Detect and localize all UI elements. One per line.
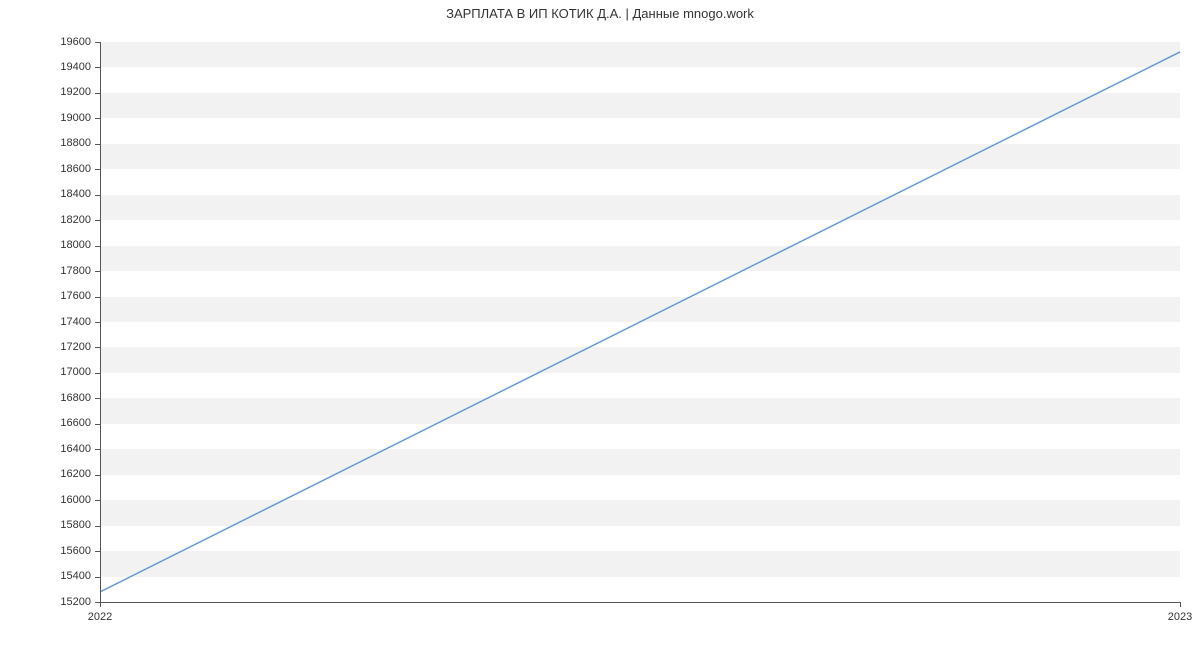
chart-title: ЗАРПЛАТА В ИП КОТИК Д.А. | Данные mnogo.… (0, 6, 1200, 21)
y-tick-label: 16200 (31, 468, 91, 480)
line-series-layer (100, 42, 1180, 602)
y-tick (95, 551, 100, 552)
y-tick-label: 16400 (31, 443, 91, 455)
y-tick (95, 271, 100, 272)
y-tick (95, 144, 100, 145)
y-tick-label: 15800 (31, 519, 91, 531)
y-tick-label: 18400 (31, 188, 91, 200)
y-tick-label: 17000 (31, 366, 91, 378)
salary-line-chart: ЗАРПЛАТА В ИП КОТИК Д.А. | Данные mnogo.… (0, 0, 1200, 650)
y-tick-label: 19400 (31, 61, 91, 73)
x-axis-line (100, 602, 1180, 603)
y-tick-label: 15200 (31, 596, 91, 608)
y-tick (95, 322, 100, 323)
y-tick (95, 424, 100, 425)
x-tick (1180, 602, 1181, 607)
y-tick (95, 169, 100, 170)
x-tick-label: 2022 (60, 611, 140, 623)
y-tick-label: 15400 (31, 570, 91, 582)
y-tick-label: 19600 (31, 36, 91, 48)
x-tick-label: 2023 (1140, 611, 1200, 623)
y-tick (95, 67, 100, 68)
y-tick (95, 220, 100, 221)
y-tick-label: 17800 (31, 265, 91, 277)
y-tick (95, 118, 100, 119)
y-tick (95, 526, 100, 527)
y-tick-label: 16600 (31, 417, 91, 429)
y-tick (95, 93, 100, 94)
y-tick-label: 18200 (31, 214, 91, 226)
y-tick-label: 17400 (31, 316, 91, 328)
y-tick-label: 16800 (31, 392, 91, 404)
y-tick (95, 577, 100, 578)
y-tick (95, 195, 100, 196)
x-tick (100, 602, 101, 607)
y-tick-label: 18000 (31, 239, 91, 251)
y-tick (95, 347, 100, 348)
plot-area: 1520015400156001580016000162001640016600… (100, 42, 1180, 602)
y-tick-label: 19000 (31, 112, 91, 124)
y-tick-label: 17600 (31, 290, 91, 302)
y-tick-label: 18800 (31, 137, 91, 149)
y-tick (95, 246, 100, 247)
y-tick-label: 15600 (31, 545, 91, 557)
y-tick-label: 17200 (31, 341, 91, 353)
series-line-salary (100, 52, 1180, 592)
y-tick (95, 398, 100, 399)
y-tick (95, 373, 100, 374)
y-tick (95, 297, 100, 298)
y-tick-label: 16000 (31, 494, 91, 506)
y-axis-line (100, 42, 101, 602)
y-tick (95, 500, 100, 501)
y-tick (95, 42, 100, 43)
y-tick-label: 18600 (31, 163, 91, 175)
y-tick (95, 449, 100, 450)
y-tick-label: 19200 (31, 86, 91, 98)
y-tick (95, 475, 100, 476)
